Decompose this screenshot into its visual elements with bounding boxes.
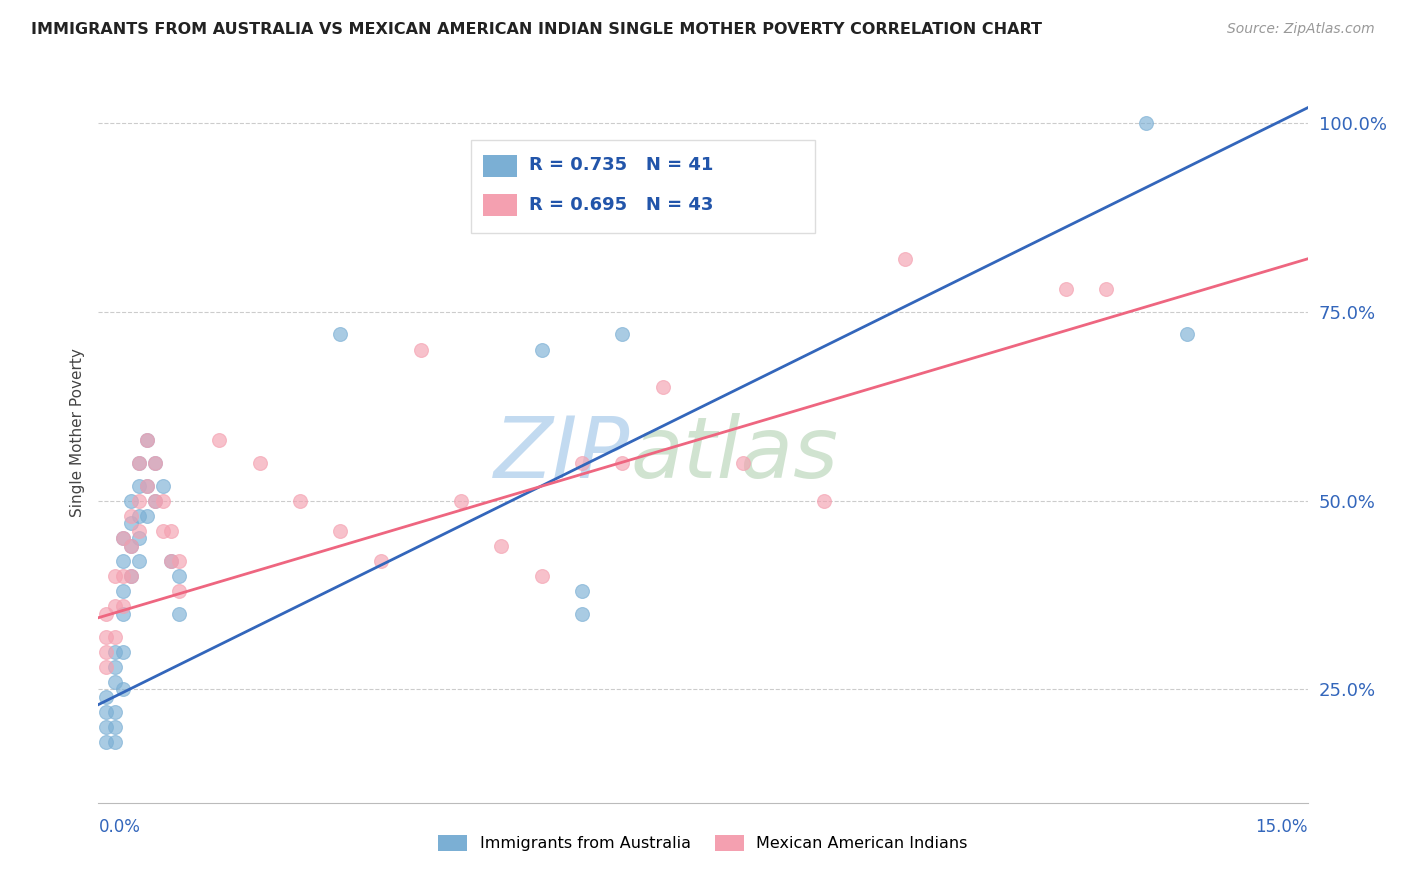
Point xyxy=(128,554,150,568)
Text: R = 0.695   N = 43: R = 0.695 N = 43 xyxy=(529,195,713,213)
Point xyxy=(111,532,134,546)
Point xyxy=(120,569,142,583)
Point xyxy=(329,524,352,538)
Point xyxy=(143,493,166,508)
Legend: Immigrants from Australia, Mexican American Indians: Immigrants from Australia, Mexican Ameri… xyxy=(432,829,974,858)
Point xyxy=(128,493,150,508)
Point xyxy=(143,493,166,508)
Point xyxy=(103,660,125,674)
Point xyxy=(128,508,150,523)
Point xyxy=(1175,327,1198,342)
Point xyxy=(167,584,190,599)
Point xyxy=(135,478,157,492)
Point xyxy=(152,478,174,492)
Point xyxy=(103,569,125,583)
Point xyxy=(103,645,125,659)
Point xyxy=(143,456,166,470)
Point xyxy=(128,532,150,546)
Point xyxy=(167,607,190,621)
Point xyxy=(120,539,142,553)
Point xyxy=(733,456,755,470)
Point xyxy=(135,508,157,523)
Point xyxy=(96,660,118,674)
Point xyxy=(135,478,157,492)
Point xyxy=(143,456,166,470)
Point xyxy=(208,433,231,447)
Point xyxy=(491,539,513,553)
Point xyxy=(167,569,190,583)
Point xyxy=(249,456,271,470)
Point xyxy=(152,493,174,508)
Point xyxy=(111,554,134,568)
Point xyxy=(152,524,174,538)
Text: IMMIGRANTS FROM AUSTRALIA VS MEXICAN AMERICAN INDIAN SINGLE MOTHER POVERTY CORRE: IMMIGRANTS FROM AUSTRALIA VS MEXICAN AME… xyxy=(31,22,1042,37)
Point xyxy=(120,539,142,553)
Point xyxy=(530,343,553,357)
Point xyxy=(813,493,835,508)
Point xyxy=(450,493,472,508)
Point xyxy=(409,343,432,357)
Point xyxy=(120,493,142,508)
Text: R = 0.735   N = 41: R = 0.735 N = 41 xyxy=(529,156,713,174)
Point xyxy=(651,380,673,394)
Point xyxy=(103,599,125,614)
Point xyxy=(111,645,134,659)
Text: 15.0%: 15.0% xyxy=(1256,818,1308,836)
Point xyxy=(1054,282,1077,296)
Point xyxy=(103,720,125,734)
FancyBboxPatch shape xyxy=(471,140,815,233)
Point xyxy=(571,584,593,599)
Bar xyxy=(482,194,517,217)
Point xyxy=(571,456,593,470)
Point xyxy=(571,607,593,621)
Point xyxy=(96,690,118,704)
Point xyxy=(96,630,118,644)
Point xyxy=(329,327,352,342)
Text: Source: ZipAtlas.com: Source: ZipAtlas.com xyxy=(1227,22,1375,37)
Point xyxy=(128,524,150,538)
Point xyxy=(128,456,150,470)
Point xyxy=(370,554,392,568)
Text: atlas: atlas xyxy=(630,413,838,496)
Point xyxy=(103,705,125,719)
Point xyxy=(111,569,134,583)
Point xyxy=(120,516,142,531)
Point xyxy=(128,456,150,470)
Point xyxy=(103,735,125,749)
Point xyxy=(288,493,311,508)
Point xyxy=(96,735,118,749)
Point xyxy=(96,705,118,719)
Point xyxy=(530,569,553,583)
Point xyxy=(111,532,134,546)
Point xyxy=(103,630,125,644)
Point xyxy=(160,524,183,538)
Point xyxy=(128,478,150,492)
Point xyxy=(160,554,183,568)
Point xyxy=(96,645,118,659)
Point xyxy=(103,674,125,689)
Point xyxy=(111,599,134,614)
Point xyxy=(120,569,142,583)
Point xyxy=(120,508,142,523)
Text: 0.0%: 0.0% xyxy=(98,818,141,836)
Point xyxy=(167,554,190,568)
Point xyxy=(893,252,915,266)
Point xyxy=(135,433,157,447)
Point xyxy=(111,584,134,599)
Point xyxy=(612,327,634,342)
Point xyxy=(111,607,134,621)
Bar xyxy=(482,155,517,178)
Y-axis label: Single Mother Poverty: Single Mother Poverty xyxy=(69,348,84,517)
Point xyxy=(1135,116,1157,130)
Point xyxy=(96,607,118,621)
Point xyxy=(111,682,134,697)
Point xyxy=(160,554,183,568)
Text: ZIP: ZIP xyxy=(494,413,630,496)
Point xyxy=(96,720,118,734)
Point xyxy=(1095,282,1118,296)
Point xyxy=(612,456,634,470)
Point xyxy=(135,433,157,447)
